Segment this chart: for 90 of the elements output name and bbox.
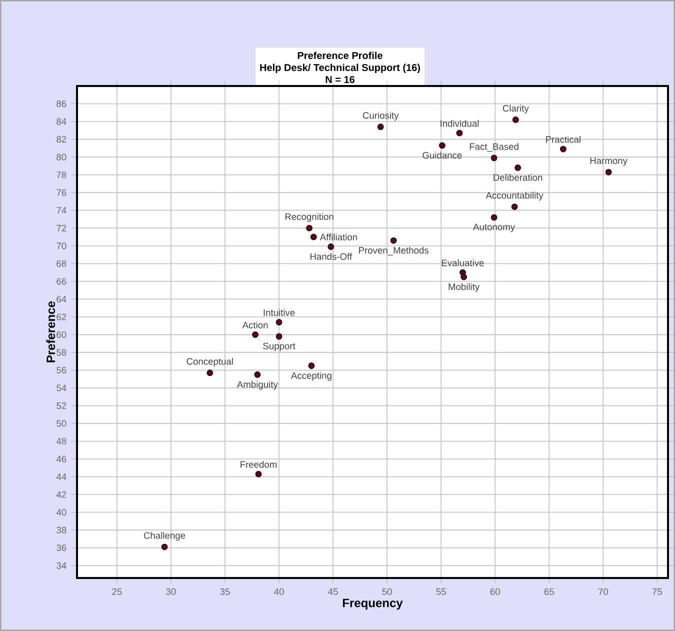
y-tick-label: 60 xyxy=(56,331,66,338)
point xyxy=(255,470,262,478)
y-tick-label: 36 xyxy=(56,544,66,552)
x-tick-label: 70 xyxy=(598,588,608,595)
y-tick-label: 48 xyxy=(56,438,66,445)
annotation: Autonomy xyxy=(473,224,516,232)
x-tick-label: 30 xyxy=(166,588,176,595)
annotation: Conceptual xyxy=(186,358,233,367)
annotation: Challenge xyxy=(144,532,186,541)
point xyxy=(328,244,334,250)
point xyxy=(490,214,498,221)
annotation: Mobility xyxy=(448,283,480,292)
annotation: Affiliation xyxy=(320,234,357,240)
x-tick-label: 50 xyxy=(382,588,392,595)
annotation: Action xyxy=(242,322,268,328)
annotation: Proven_Methods xyxy=(359,246,429,256)
x-tick-label: 35 xyxy=(220,588,230,595)
annotation: Clarity xyxy=(502,104,529,114)
point xyxy=(456,130,463,136)
annotation: Accountability xyxy=(486,192,544,201)
y-tick-label: 70 xyxy=(56,242,66,250)
point xyxy=(161,544,168,550)
point xyxy=(512,116,519,123)
chart-title: Preference Profile xyxy=(298,52,382,60)
x-tick-label: 75 xyxy=(652,588,662,595)
annotation: Hands-Off xyxy=(310,253,352,260)
annotation: Individual xyxy=(440,120,479,127)
y-tick-label: 38 xyxy=(56,526,66,534)
y-tick-label: 80 xyxy=(56,154,66,160)
point xyxy=(560,146,566,152)
annotation: Harmony xyxy=(590,158,628,166)
y-tick-label: 74 xyxy=(56,207,66,214)
point xyxy=(605,168,612,176)
annotation: Freedom xyxy=(240,460,277,468)
point xyxy=(514,164,522,171)
x-tick-label: 25 xyxy=(112,588,122,595)
point xyxy=(252,331,258,338)
y-tick-label: 56 xyxy=(56,366,66,374)
annotation: Deliberation xyxy=(494,174,542,181)
y-tick-label: 34 xyxy=(56,562,66,569)
y-tick-label: 52 xyxy=(56,402,66,410)
x-tick-label: 60 xyxy=(490,588,500,595)
point xyxy=(438,142,446,149)
y-tick-label: 68 xyxy=(56,260,66,267)
annotation: Curiosity xyxy=(362,112,399,121)
annotation: Intuitive xyxy=(264,309,295,316)
point xyxy=(254,371,261,378)
x-tick-label: 40 xyxy=(274,588,284,595)
y-tick-label: 54 xyxy=(56,384,66,392)
y-tick-label: 76 xyxy=(56,189,66,196)
annotation: Ambiguity xyxy=(236,380,278,390)
x-tick-label: 65 xyxy=(544,588,554,595)
y-tick-label: 40 xyxy=(56,508,66,516)
y-tick-label: 66 xyxy=(56,278,66,285)
annotation: Support xyxy=(263,342,296,352)
annotation: Recognition xyxy=(285,213,334,222)
chart-subtitle: Help Desk/ Technical Support (16) xyxy=(260,64,420,74)
text: N = 16 xyxy=(326,76,355,84)
y-tick-label: 50 xyxy=(56,420,66,427)
y-tick-label: 86 xyxy=(56,100,66,108)
point xyxy=(306,224,312,232)
y-tick-label: 42 xyxy=(56,491,66,498)
point xyxy=(377,124,384,130)
y-tick-label: 46 xyxy=(56,456,66,462)
x-tick-label: 55 xyxy=(436,588,446,595)
annotation: Guidance xyxy=(422,152,462,159)
y-tick-label: 44 xyxy=(56,474,66,480)
y-tick-label: 84 xyxy=(56,118,66,125)
y-tick-label: 72 xyxy=(56,224,66,232)
point xyxy=(460,274,468,280)
point xyxy=(511,204,518,210)
point xyxy=(308,362,315,369)
point xyxy=(276,333,282,340)
y-tick-label: 78 xyxy=(56,172,66,178)
point xyxy=(310,234,317,240)
y-axis-title: Preference xyxy=(46,301,56,362)
x-axis-title: Frequency xyxy=(342,598,403,610)
annotation: Fact_Based xyxy=(470,143,518,152)
point xyxy=(390,237,397,244)
annotation: Evaluative xyxy=(442,259,484,266)
y-tick-label: 82 xyxy=(56,136,66,143)
y-tick-label: 58 xyxy=(56,349,66,356)
point xyxy=(206,370,214,376)
x-tick-label: 45 xyxy=(328,588,338,595)
point xyxy=(490,154,498,162)
annotation: Practical xyxy=(546,136,580,143)
y-tick-label: 62 xyxy=(56,314,66,320)
y-tick-label: 64 xyxy=(56,296,66,302)
point xyxy=(276,319,282,326)
annotation: Accepting xyxy=(290,372,332,381)
